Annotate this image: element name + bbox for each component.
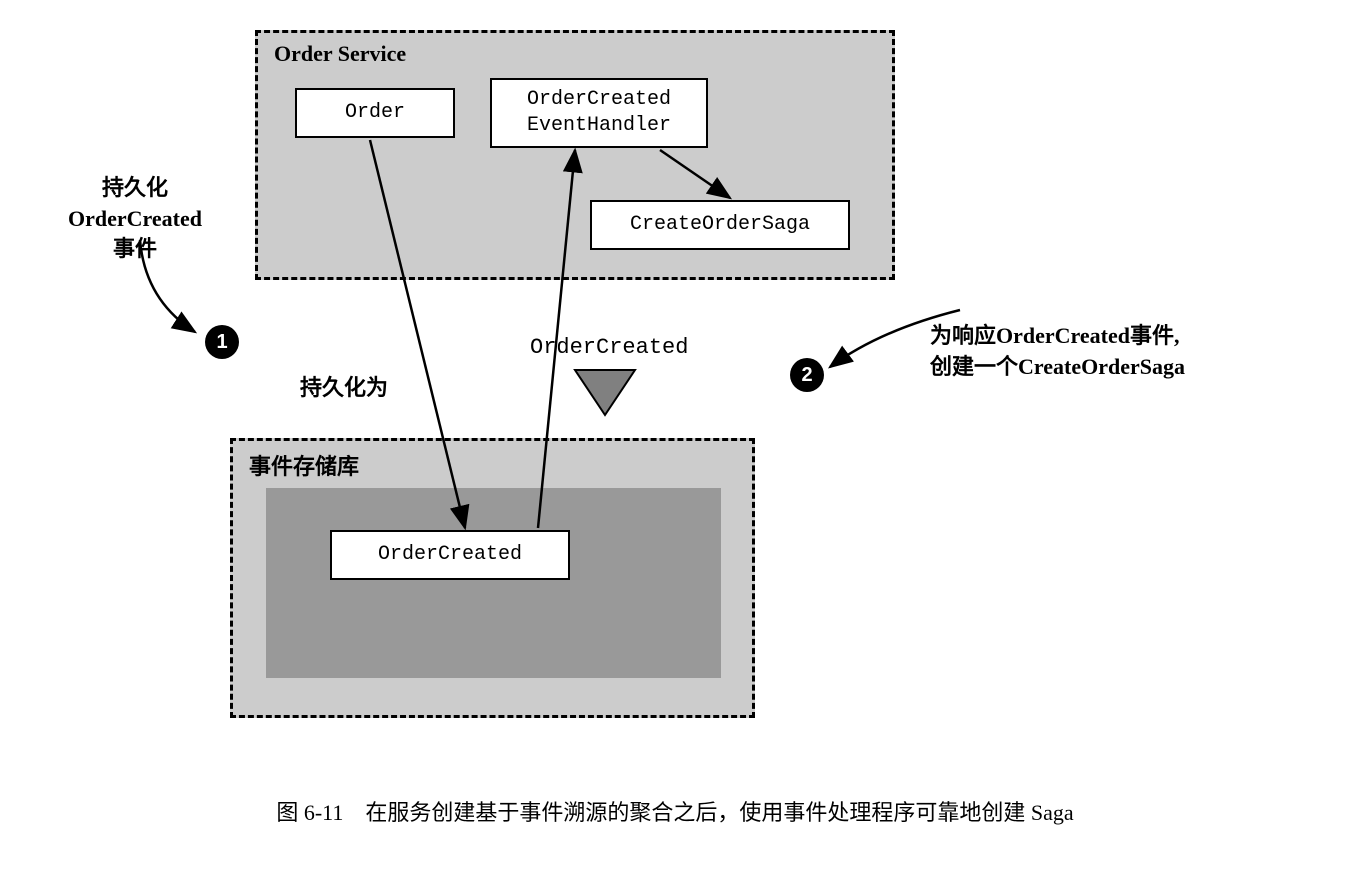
event-triangle-icon: [575, 370, 635, 415]
step-1-num: 1: [216, 331, 227, 354]
annotation-persist: 持久化 OrderCreated 事件: [20, 142, 250, 265]
persist-as-text: 持久化为: [300, 375, 388, 400]
figure-caption: 图 6-11 在服务创建基于事件溯源的聚合之后，使用事件处理程序可靠地创建 Sa…: [0, 795, 1350, 827]
annotation-saga-text: 为响应OrderCreated事件, 创建一个CreateOrderSaga: [930, 323, 1185, 379]
event-handler-box: OrderCreated EventHandler: [490, 78, 708, 148]
annotation-saga: 为响应OrderCreated事件, 创建一个CreateOrderSaga: [930, 290, 1330, 382]
order-box: Order: [295, 88, 455, 138]
order-created-event-label: OrderCreated: [530, 335, 688, 360]
event-store-title: 事件存储库: [249, 449, 359, 481]
event-handler-label: OrderCreated EventHandler: [527, 87, 671, 139]
annotation-persist-text: 持久化 OrderCreated 事件: [68, 175, 202, 262]
order-service-title: Order Service: [274, 41, 406, 67]
persist-as-label: 持久化为: [300, 370, 388, 402]
step-marker-1: 1: [205, 325, 239, 359]
step-marker-2: 2: [790, 358, 824, 392]
order-box-label: Order: [345, 100, 405, 126]
create-order-saga-label: CreateOrderSaga: [630, 212, 810, 238]
order-created-box-label: OrderCreated: [378, 542, 522, 568]
order-created-box: OrderCreated: [330, 530, 570, 580]
step-2-num: 2: [801, 364, 812, 387]
order-created-event-text: OrderCreated: [530, 335, 688, 360]
diagram-canvas: Order Service Order OrderCreated EventHa…: [0, 0, 1350, 873]
create-order-saga-box: CreateOrderSaga: [590, 200, 850, 250]
figure-caption-text: 图 6-11 在服务创建基于事件溯源的聚合之后，使用事件处理程序可靠地创建 Sa…: [276, 800, 1073, 825]
event-store-inner: [266, 488, 721, 678]
